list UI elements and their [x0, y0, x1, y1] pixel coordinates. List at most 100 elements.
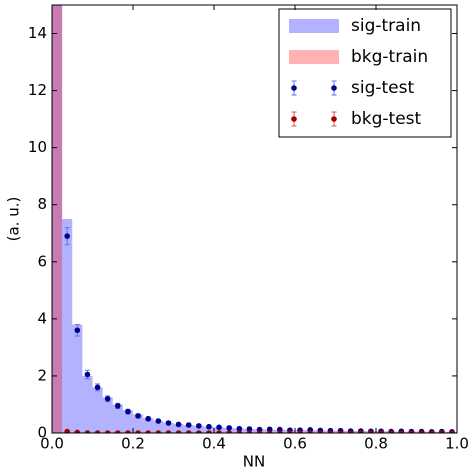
- data-point: [196, 423, 202, 429]
- data-point: [317, 430, 324, 433]
- hist-bar: [193, 425, 204, 433]
- data-point: [64, 233, 70, 239]
- x-tick-label: 0.6: [283, 435, 307, 453]
- hist-bar: [122, 410, 133, 433]
- data-point: [206, 430, 212, 433]
- y-tick-label: 12: [28, 81, 47, 99]
- data-point: [216, 424, 222, 431]
- hist-bar: [82, 375, 93, 433]
- data-point: [175, 430, 182, 433]
- data-point: [358, 430, 364, 433]
- data-point: [165, 430, 172, 433]
- hist-bar: [214, 427, 225, 433]
- legend: sig-train bkg-train sig-test bkg-test: [278, 8, 452, 138]
- data-point: [104, 430, 111, 433]
- data-point: [175, 421, 182, 428]
- hist-bar: [183, 425, 194, 433]
- data-point: [226, 430, 232, 433]
- legend-marker: [291, 116, 297, 122]
- data-point: [226, 425, 232, 431]
- y-tick-label: 8: [37, 195, 47, 213]
- plot-area: [52, 5, 457, 433]
- data-point: [307, 430, 313, 433]
- data-point: [408, 430, 415, 433]
- hist-bar: [112, 404, 123, 433]
- hist-bar: [52, 5, 63, 433]
- y-tick-label: 10: [28, 138, 47, 156]
- data-point: [337, 430, 344, 433]
- hist-bar: [62, 219, 73, 433]
- data-point: [428, 430, 435, 433]
- y-axis-label: (a. u.): [5, 197, 23, 242]
- hist-bar: [92, 387, 103, 433]
- data-point: [145, 415, 151, 422]
- x-tick-label: 1.0: [445, 435, 469, 453]
- y-tick-label: 4: [37, 309, 47, 327]
- data-point: [216, 430, 222, 433]
- x-tick-label: 0.8: [364, 435, 388, 453]
- data-point: [246, 426, 253, 432]
- x-tick-label: 0.4: [202, 435, 226, 453]
- data-point: [135, 430, 141, 433]
- hist-bar: [72, 324, 83, 433]
- data-point: [125, 430, 131, 433]
- hist-bar: [133, 414, 144, 433]
- hist-bar: [143, 418, 154, 433]
- data-point: [104, 395, 111, 402]
- data-point: [398, 430, 405, 433]
- hist-bar: [153, 420, 164, 433]
- data-point: [74, 429, 81, 433]
- data-point: [246, 430, 253, 433]
- data-point: [125, 408, 131, 415]
- data-point: [368, 430, 374, 433]
- data-point: [145, 430, 151, 433]
- data-point: [449, 430, 455, 433]
- y-tick-label: 14: [28, 24, 47, 42]
- y-tick-label: 2: [37, 366, 47, 384]
- legend-marker: [331, 85, 337, 91]
- hist-bar: [102, 397, 113, 433]
- data-point: [439, 430, 445, 433]
- data-point: [84, 371, 91, 378]
- data-point: [277, 430, 283, 433]
- data-point: [64, 428, 70, 433]
- axes-frame: [51, 4, 458, 434]
- data-point: [155, 430, 162, 433]
- data-point: [84, 430, 91, 433]
- x-tick-label: 0.2: [121, 435, 145, 453]
- data-point: [206, 423, 212, 430]
- data-point: [165, 420, 172, 426]
- data-point: [256, 430, 263, 433]
- data-point: [196, 430, 202, 433]
- data-point: [236, 430, 243, 433]
- data-point: [297, 430, 303, 433]
- hist-bar: [203, 426, 214, 433]
- data-point: [236, 425, 243, 432]
- hist-bar: [173, 424, 184, 433]
- y-tick-label: 0: [37, 424, 47, 442]
- data-point: [94, 384, 101, 391]
- data-point: [74, 327, 81, 334]
- data-point: [388, 430, 394, 433]
- data-point: [378, 430, 384, 433]
- hist-bar: [163, 422, 174, 433]
- data-point: [115, 430, 121, 433]
- legend-marker: [291, 85, 297, 91]
- data-point: [135, 413, 141, 419]
- legend-swatch: [289, 19, 339, 33]
- y-tick-label: 6: [37, 252, 47, 270]
- data-point: [327, 430, 334, 433]
- legend-label: sig-train: [351, 16, 421, 36]
- legend-box: [278, 8, 452, 138]
- x-tick-label: 0.0: [40, 435, 64, 453]
- legend-marker: [331, 116, 337, 122]
- x-axis-label: NN: [243, 453, 265, 471]
- data-point: [347, 430, 354, 433]
- legend-label: bkg-train: [351, 47, 428, 67]
- legend-swatch: [289, 50, 339, 64]
- hist-bar: [52, 5, 63, 433]
- data-point: [155, 418, 162, 424]
- legend-label: sig-test: [351, 78, 414, 98]
- legend-label: bkg-test: [351, 109, 422, 129]
